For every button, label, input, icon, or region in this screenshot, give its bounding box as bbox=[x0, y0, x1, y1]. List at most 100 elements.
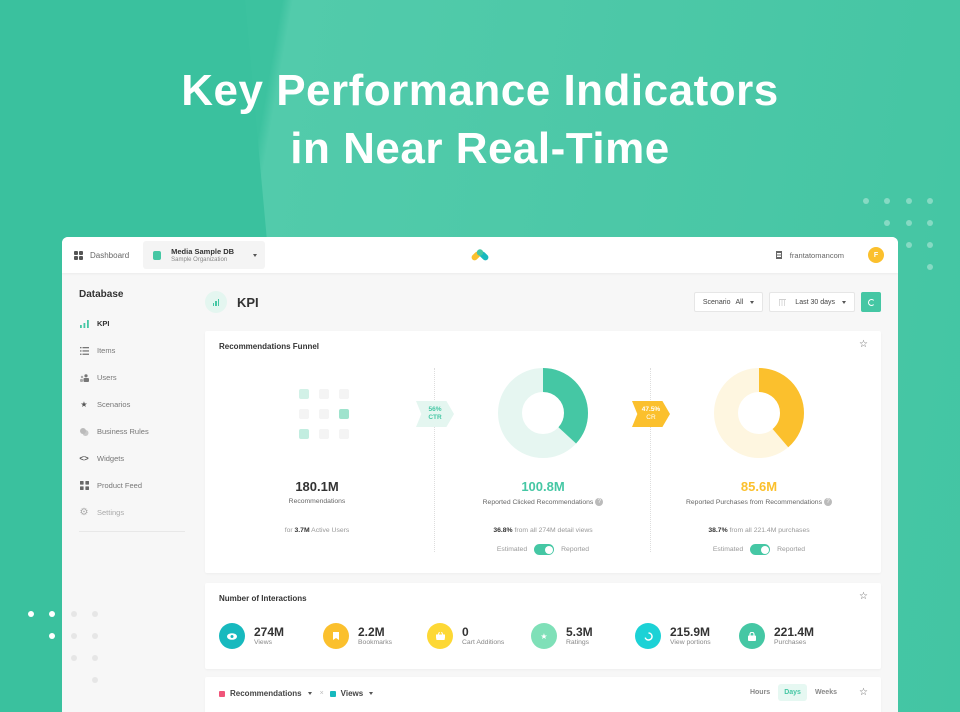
gear-icon: ⚙ bbox=[79, 507, 89, 518]
database-name: Media Sample DB bbox=[171, 247, 235, 256]
sidebar-item-label: Business Rules bbox=[97, 427, 149, 436]
dashboard-grid-icon bbox=[74, 250, 83, 260]
kpi-chart-icon bbox=[205, 291, 227, 313]
chevron-down-icon bbox=[750, 300, 755, 304]
funnel-purchases: 85.6M Reported Purchases from Recommenda… bbox=[647, 331, 871, 573]
bookmark-icon bbox=[323, 623, 349, 649]
metric-purchases: 221.4M Purchases bbox=[739, 623, 814, 649]
sidebar-item-business-rules[interactable]: Business Rules bbox=[79, 427, 149, 436]
purchases-estimate-toggle-row: Estimated Reported bbox=[712, 544, 806, 555]
sidebar-item-widgets[interactable]: <> Widgets bbox=[79, 454, 124, 463]
sidebar-divider bbox=[79, 531, 185, 532]
sidebar-item-scenarios[interactable]: ★ Scenarios bbox=[79, 400, 130, 409]
series-selector: Recommendations × Views bbox=[219, 689, 379, 698]
metric-views: 274M Views bbox=[219, 623, 284, 649]
funnel-divider bbox=[650, 368, 651, 552]
favorite-star-icon[interactable]: ☆ bbox=[859, 339, 868, 350]
building-icon bbox=[775, 251, 782, 259]
favorite-star-icon[interactable]: ☆ bbox=[859, 687, 868, 698]
estimated-reported-toggle[interactable] bbox=[534, 544, 555, 555]
sidebar-item-label: Users bbox=[97, 373, 117, 382]
users-icon bbox=[79, 373, 89, 382]
star-icon: ★ bbox=[80, 400, 88, 409]
sidebar-item-product-feed[interactable]: Product Feed bbox=[79, 481, 142, 490]
sidebar-item-label: Product Feed bbox=[97, 481, 143, 490]
date-range-dropdown[interactable]: Last 30 days bbox=[769, 292, 855, 312]
series-recommendations-dropdown[interactable]: Recommendations bbox=[219, 689, 318, 698]
lock-bag-icon bbox=[739, 623, 765, 649]
tab-weeks[interactable]: Weeks bbox=[814, 689, 837, 696]
organization-name: Sample Organization bbox=[171, 257, 228, 263]
scenario-dropdown[interactable]: Scenario All bbox=[693, 292, 764, 312]
page-header: KPI bbox=[205, 291, 259, 313]
purchases-value: 85.6M bbox=[740, 479, 778, 494]
sidebar: Database KPI Items Users ★ Scenarios bbox=[62, 273, 202, 712]
active-users-note: for 3.7M Active Users bbox=[284, 527, 350, 534]
chevron-down-icon bbox=[253, 253, 258, 257]
sidebar-item-users[interactable]: Users bbox=[79, 373, 117, 382]
sidebar-item-label: Widgets bbox=[97, 454, 125, 463]
recommendations-value: 180.1M bbox=[295, 479, 339, 494]
chevron-down-icon bbox=[369, 692, 374, 695]
dashboard-label: Dashboard bbox=[90, 250, 130, 260]
refresh-icon bbox=[867, 298, 875, 306]
account-name[interactable]: frantatomancom bbox=[789, 250, 844, 260]
chevron-down-icon bbox=[307, 692, 312, 695]
series-color-swatch bbox=[219, 690, 225, 697]
interactions-card: Number of Interactions ☆ 274M Views 2.2M B… bbox=[205, 583, 881, 669]
code-icon: <> bbox=[79, 454, 89, 463]
card-title: Recommendations Funnel bbox=[219, 342, 320, 351]
star-icon: ★ bbox=[531, 623, 557, 649]
funnel-recommendations: 180.1M Recommendations for 3.7M Active U… bbox=[205, 331, 429, 573]
ctr-badge: 56% CTR bbox=[416, 401, 454, 427]
purchases-note: 38.7% from all 221.4M purchases bbox=[708, 527, 810, 534]
recommendations-funnel-card: Recommendations Funnel ☆ 180.1M Recommen… bbox=[205, 331, 881, 573]
hero-title: Key Performance Indicators in Near Real-… bbox=[0, 62, 960, 178]
help-icon[interactable]: ? bbox=[595, 498, 604, 506]
user-avatar[interactable]: F bbox=[868, 247, 884, 263]
timeseries-chart-card: Recommendations × Views Hours Days Weeks… bbox=[205, 677, 881, 712]
sidebar-item-items[interactable]: Items bbox=[79, 346, 115, 355]
recommendations-label: Recommendations bbox=[288, 498, 346, 505]
series-views-dropdown[interactable]: Views bbox=[329, 689, 380, 698]
hero-title-line-1: Key Performance Indicators bbox=[181, 66, 779, 115]
metric-bookmarks: 2.2M Bookmarks bbox=[323, 623, 392, 649]
filter-bar: Scenario All Last 30 days bbox=[693, 292, 881, 312]
database-icon bbox=[153, 250, 162, 260]
basket-icon bbox=[427, 623, 453, 649]
progress-icon bbox=[635, 623, 661, 649]
estimated-reported-toggle[interactable] bbox=[750, 544, 771, 555]
dashboard-link[interactable]: Dashboard bbox=[74, 250, 130, 260]
chevron-down-icon bbox=[842, 300, 846, 304]
sidebar-item-kpi[interactable]: KPI bbox=[79, 319, 110, 328]
grid-icon bbox=[79, 481, 89, 490]
help-icon[interactable]: ? bbox=[824, 498, 832, 506]
sidebar-item-label: Items bbox=[97, 346, 116, 355]
sidebar-item-label: Scenarios bbox=[97, 400, 131, 409]
cr-badge: 47.5% CR bbox=[632, 401, 670, 427]
clicked-note: 36.8% from all 274M detail views bbox=[493, 527, 593, 534]
recommendations-grid-icon bbox=[299, 389, 349, 439]
database-selector[interactable]: Media Sample DB Sample Organization bbox=[143, 241, 266, 269]
compare-separator: × bbox=[319, 690, 324, 697]
favorite-star-icon[interactable]: ☆ bbox=[859, 591, 868, 602]
sidebar-item-settings[interactable]: ⚙ Settings bbox=[79, 507, 125, 518]
bar-chart-icon bbox=[79, 319, 89, 328]
tab-hours[interactable]: Hours bbox=[749, 689, 771, 696]
sidebar-title: Database bbox=[79, 289, 124, 300]
date-range-value: Last 30 days bbox=[795, 298, 835, 306]
scenario-label: Scenario bbox=[702, 298, 731, 306]
app-window: Dashboard Media Sample DB Sample Organiz… bbox=[62, 237, 898, 712]
funnel-clicked: 100.8M Reported Clicked Recommendations?… bbox=[431, 331, 655, 573]
list-icon bbox=[79, 346, 89, 355]
tab-days[interactable]: Days bbox=[778, 684, 807, 701]
hero-title-line-2: in Near Real-Time bbox=[290, 124, 670, 173]
metric-cart-additions: 0 Cart Additions bbox=[427, 623, 504, 649]
metric-view-portions: 215.9M View portions bbox=[635, 623, 711, 649]
sidebar-item-label: Settings bbox=[97, 508, 125, 517]
purchases-donut-chart bbox=[714, 368, 804, 458]
refresh-button[interactable] bbox=[861, 292, 881, 312]
funnel-divider bbox=[434, 368, 435, 552]
series-color-swatch bbox=[329, 690, 336, 697]
purchases-label: Reported Purchases from Recommendations? bbox=[647, 498, 871, 506]
